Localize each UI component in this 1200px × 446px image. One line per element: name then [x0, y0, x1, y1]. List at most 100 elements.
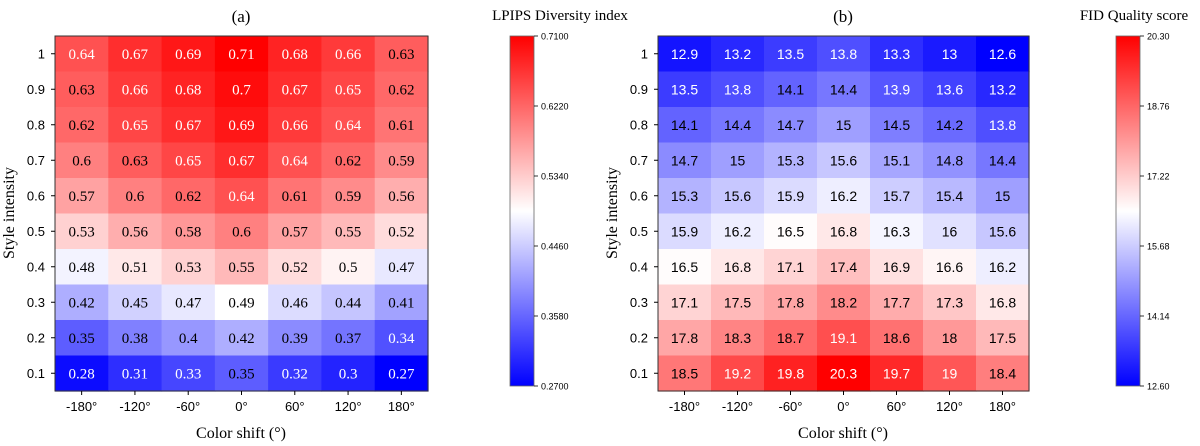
cell-value-label: 18.4 — [989, 365, 1016, 381]
heatmap-cell — [55, 284, 109, 321]
heatmap-cell — [923, 107, 977, 144]
heatmap-cell — [976, 178, 1030, 215]
colorbar-tick-label: 0.6220 — [541, 102, 569, 112]
heatmap-cell — [374, 178, 429, 215]
heatmap-cell — [374, 249, 429, 286]
colorbar-b-ticks: 20.30 18.76 17.22 15.68 14.14 12.60 — [1140, 32, 1170, 392]
heatmap-b-x-axis-label: Color shift (°) — [798, 425, 888, 442]
cell-value-label: 16.2 — [830, 188, 857, 204]
heatmap-cell — [658, 142, 712, 179]
heatmap-cell — [923, 71, 977, 108]
heatmap-cell — [214, 213, 269, 250]
y-tick-label: 1 — [641, 46, 648, 61]
cell-value-label: 0.68 — [282, 47, 308, 63]
heatmap-cell — [923, 284, 977, 321]
cell-value-label: 13.5 — [777, 46, 804, 62]
cell-value-label: 0.51 — [122, 260, 148, 276]
cell-value-label: 13.6 — [936, 81, 963, 97]
heatmap-cell — [55, 213, 109, 250]
heatmap-cell — [658, 284, 712, 321]
heatmap-cell — [321, 178, 376, 215]
heatmap-cell — [976, 320, 1030, 357]
heatmap-cell — [923, 249, 977, 286]
cell-value-label: 14.2 — [936, 117, 963, 133]
cell-value-label: 0.66 — [122, 82, 149, 98]
cell-value-label: 0.55 — [228, 260, 254, 276]
heatmap-cell — [658, 71, 712, 108]
heatmap-cell — [658, 36, 712, 73]
cell-value-label: 18.6 — [883, 330, 910, 346]
colorbar-tick-label: 0.2700 — [541, 382, 569, 392]
heatmap-cell — [268, 178, 323, 215]
heatmap-b-y-axis-label: Style intensity — [604, 167, 621, 259]
cell-value-label: 0.39 — [282, 331, 308, 347]
cell-value-label: 17.4 — [830, 259, 857, 275]
colorbar-tick-label: 0.7100 — [541, 32, 569, 42]
cell-value-label: 0.35 — [228, 366, 254, 382]
heatmap-cell — [161, 213, 216, 250]
colorbar-tick-label: 15.68 — [1147, 242, 1170, 252]
heatmap-cell — [161, 36, 216, 73]
cell-value-label: 14.1 — [671, 117, 698, 133]
cell-value-label: 0.64 — [69, 47, 96, 63]
heatmap-cell — [870, 355, 924, 392]
x-tick-label: 0° — [235, 399, 247, 414]
cell-value-label: 0.61 — [282, 189, 308, 205]
x-tick-label: 60° — [887, 399, 907, 414]
heatmap-cell — [764, 249, 818, 286]
cell-value-label: 15 — [995, 188, 1011, 204]
heatmap-cell — [214, 320, 269, 357]
panel-b-title: (b) — [833, 7, 853, 26]
heatmap-b-x-ticks: -180° -120° -60° 0° 60° 120° 180° — [669, 391, 1016, 414]
heatmap-cell — [108, 142, 163, 179]
cell-value-label: 0.31 — [122, 366, 148, 382]
cell-value-label: 15.9 — [671, 223, 698, 239]
heatmap-cell — [764, 71, 818, 108]
heatmap-cell — [374, 36, 429, 73]
cell-value-label: 0.66 — [335, 47, 362, 63]
heatmap-cell — [658, 355, 712, 392]
heatmap-cell — [321, 36, 376, 73]
cell-value-label: 13.3 — [883, 46, 910, 62]
cell-value-label: 14.8 — [936, 152, 963, 168]
heatmap-cell — [321, 249, 376, 286]
cell-value-label: 13.2 — [724, 46, 751, 62]
cell-value-label: 17.5 — [989, 330, 1016, 346]
heatmap-cell — [764, 355, 818, 392]
heatmap-a-x-axis-label: Color shift (°) — [196, 425, 286, 442]
cell-value-label: 0.44 — [335, 295, 362, 311]
cell-value-label: 0.45 — [122, 295, 148, 311]
colorbar-tick-label: 0.5340 — [541, 172, 569, 182]
heatmap-cell — [321, 213, 376, 250]
y-tick-label: 0.7 — [27, 153, 45, 168]
y-tick-label: 0.5 — [630, 224, 648, 239]
cell-value-label: 17.8 — [671, 330, 698, 346]
colorbar-tick-label: 0.4460 — [541, 242, 569, 252]
heatmap-cell — [268, 36, 323, 73]
heatmap-cell — [108, 36, 163, 73]
heatmap-cell — [658, 249, 712, 286]
heatmap-cell — [161, 355, 216, 392]
heatmap-cell — [923, 213, 977, 250]
cell-value-label: 0.46 — [282, 295, 309, 311]
colorbar-tick-label: 14.14 — [1147, 312, 1170, 322]
cell-value-label: 0.42 — [228, 331, 254, 347]
heatmap-cell — [268, 284, 323, 321]
colorbar-tick-label: 12.60 — [1147, 382, 1170, 392]
heatmap-cell — [711, 71, 765, 108]
cell-value-label: 18.7 — [777, 330, 804, 346]
cell-value-label: 18.2 — [830, 294, 857, 310]
cell-value-label: 0.38 — [122, 331, 148, 347]
cell-value-label: 16.9 — [883, 259, 910, 275]
cell-value-label: 0.6 — [72, 153, 91, 169]
cell-value-label: 0.65 — [122, 118, 148, 134]
heatmap-cell — [55, 249, 109, 286]
cell-value-label: 17.1 — [671, 294, 698, 310]
cell-value-label: 0.33 — [175, 366, 201, 382]
heatmap-cell — [976, 355, 1030, 392]
cell-value-label: 0.55 — [335, 224, 361, 240]
heatmap-cell — [161, 142, 216, 179]
heatmap-cell — [870, 71, 924, 108]
cell-value-label: 14.1 — [777, 81, 804, 97]
